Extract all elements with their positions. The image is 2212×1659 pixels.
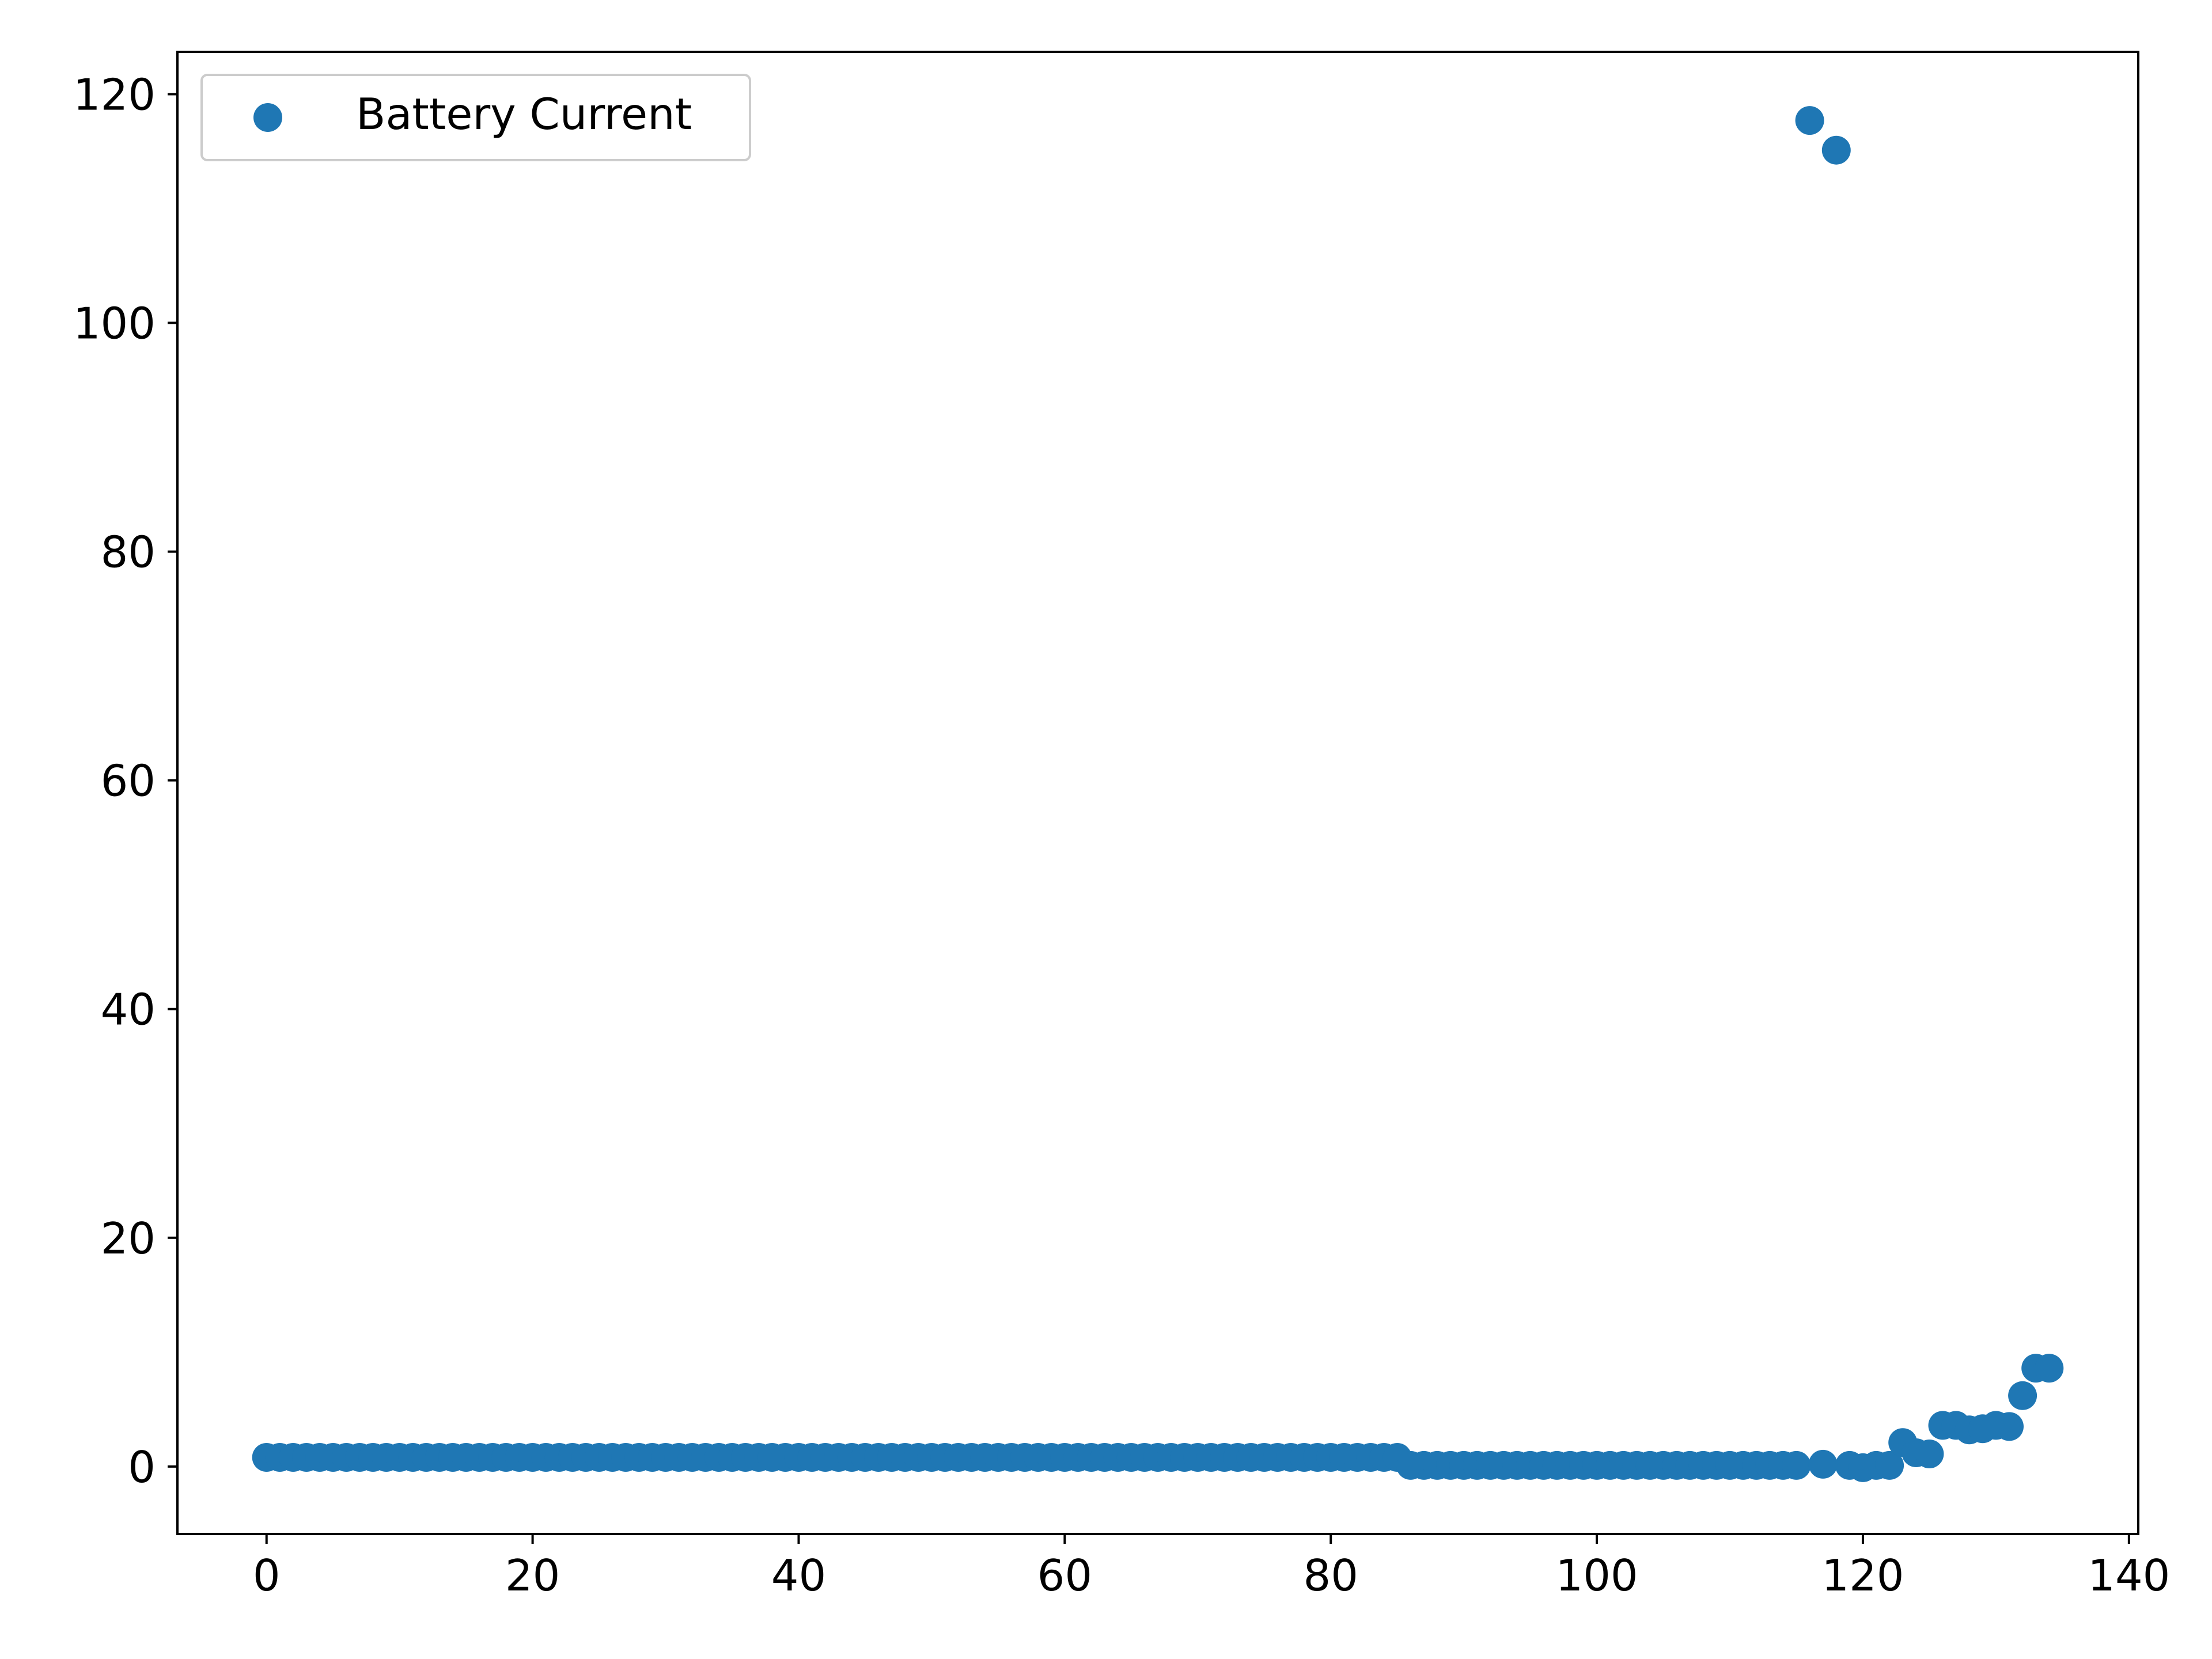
y-axis: 0 20 40 60 80 100 120 xyxy=(73,69,177,1493)
x-tick-label: 100 xyxy=(1556,1550,1638,1601)
y-tick-label: 0 xyxy=(128,1442,156,1493)
data-point xyxy=(1808,1449,1838,1479)
x-tick-label: 20 xyxy=(505,1550,560,1601)
x-tick-label: 0 xyxy=(253,1550,281,1601)
legend-label: Battery Current xyxy=(356,89,692,139)
data-point xyxy=(1995,1412,2024,1441)
x-tick-label: 120 xyxy=(1821,1550,1904,1601)
data-point xyxy=(1875,1450,1904,1480)
legend-box xyxy=(200,74,751,161)
x-tick-label: 60 xyxy=(1037,1550,1092,1601)
legend: Battery Current xyxy=(200,74,751,161)
legend-marker xyxy=(253,103,282,132)
x-tick-label: 80 xyxy=(1303,1550,1358,1601)
y-tick-label: 80 xyxy=(101,527,156,578)
y-tick-label: 120 xyxy=(73,69,156,120)
x-tick-label: 40 xyxy=(771,1550,826,1601)
data-point xyxy=(1821,135,1851,165)
x-tick-label: 140 xyxy=(2088,1550,2170,1601)
data-point xyxy=(1795,106,1824,135)
y-tick-label: 60 xyxy=(101,756,156,806)
y-tick-label: 40 xyxy=(101,984,156,1035)
data-point xyxy=(2008,1381,2037,1410)
data-point xyxy=(1915,1440,1944,1468)
x-axis: 0 20 40 60 80 100 120 140 xyxy=(253,1534,2170,1601)
y-tick-label: 100 xyxy=(73,298,156,349)
data-point xyxy=(1782,1450,1811,1480)
y-tick-label: 20 xyxy=(101,1213,156,1264)
plot-frame xyxy=(176,51,2139,1535)
data-points xyxy=(252,106,2064,1482)
data-point xyxy=(2035,1354,2064,1383)
